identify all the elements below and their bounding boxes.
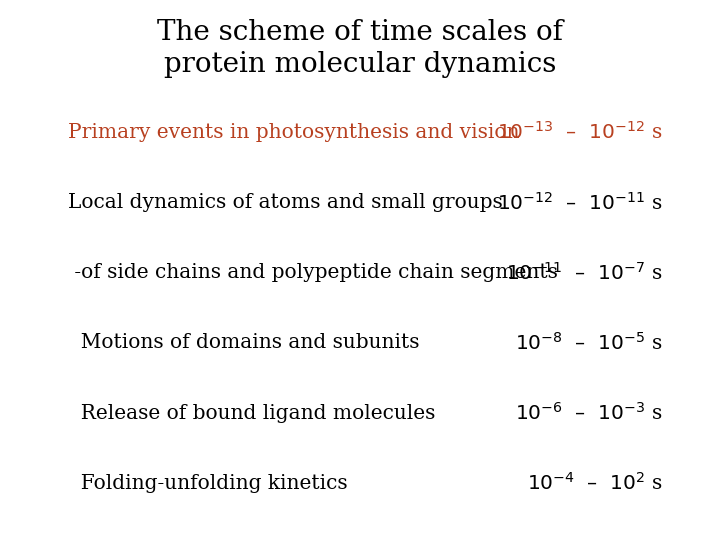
Text: Release of bound ligand molecules: Release of bound ligand molecules bbox=[68, 403, 436, 423]
Text: $10^{-13}$  –  $10^{-12}$ s: $10^{-13}$ – $10^{-12}$ s bbox=[497, 122, 662, 143]
Text: The scheme of time scales of
protein molecular dynamics: The scheme of time scales of protein mol… bbox=[157, 19, 563, 78]
Text: -of side chains and polypeptide chain segments: -of side chains and polypeptide chain se… bbox=[68, 263, 558, 282]
Text: Motions of domains and subunits: Motions of domains and subunits bbox=[68, 333, 420, 353]
Text: $10^{-4}$  –  $10^{2}$ s: $10^{-4}$ – $10^{2}$ s bbox=[526, 472, 662, 494]
Text: $10^{-12}$  –  $10^{-11}$ s: $10^{-12}$ – $10^{-11}$ s bbox=[497, 192, 662, 213]
Text: Folding-unfolding kinetics: Folding-unfolding kinetics bbox=[68, 474, 348, 493]
Text: Primary events in photosynthesis and vision: Primary events in photosynthesis and vis… bbox=[68, 123, 520, 142]
Text: $10^{-8}$  –  $10^{-5}$ s: $10^{-8}$ – $10^{-5}$ s bbox=[515, 332, 662, 354]
Text: $10^{-11}$  –  $10^{-7}$ s: $10^{-11}$ – $10^{-7}$ s bbox=[506, 262, 662, 284]
Text: Local dynamics of atoms and small groups: Local dynamics of atoms and small groups bbox=[68, 193, 503, 212]
Text: $10^{-6}$  –  $10^{-3}$ s: $10^{-6}$ – $10^{-3}$ s bbox=[515, 402, 662, 424]
